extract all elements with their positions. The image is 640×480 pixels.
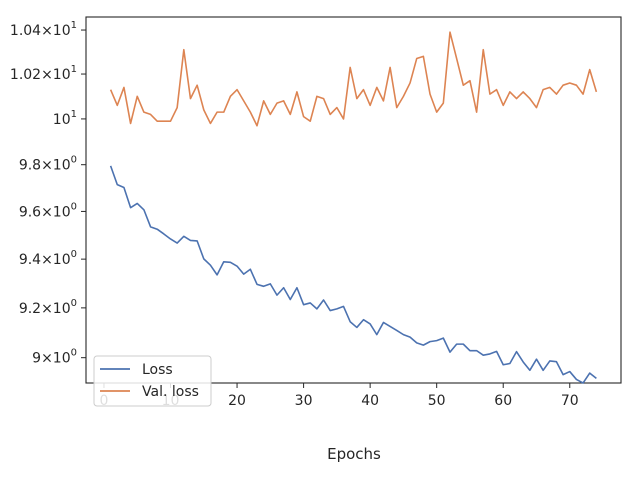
y-tick-label: 9×100	[32, 348, 77, 367]
x-axis: 010203040506070	[100, 383, 579, 409]
series-line-1	[109, 31, 598, 127]
y-axis: 9×1009.2×1009.4×1009.6×1009.8×1001011.02…	[10, 20, 86, 367]
y-tick-label: 9.4×100	[19, 249, 77, 268]
x-tick-label: 70	[561, 393, 579, 409]
y-tick-label: 1.04×101	[10, 20, 77, 39]
y-tick-label: 9.8×100	[19, 155, 77, 174]
legend-label-1: Val. loss	[142, 384, 199, 400]
y-tick-label: 1.02×101	[10, 64, 77, 83]
x-tick-label: 60	[494, 393, 512, 409]
legend-label-0: Loss	[142, 362, 173, 378]
plot-frame	[85, 16, 622, 384]
legend: Loss Val. loss	[93, 355, 212, 407]
plot-area	[85, 16, 622, 384]
series-line-0	[109, 165, 597, 384]
y-tick-label: 9.2×100	[19, 298, 77, 317]
x-tick-label: 20	[228, 393, 246, 409]
y-tick-label: 9.6×100	[19, 201, 77, 220]
x-tick-label: 30	[295, 393, 313, 409]
x-axis-label: Epochs	[327, 445, 381, 463]
x-tick-label: 40	[361, 393, 379, 409]
x-tick-label: 50	[428, 393, 446, 409]
series-layer	[109, 31, 598, 384]
